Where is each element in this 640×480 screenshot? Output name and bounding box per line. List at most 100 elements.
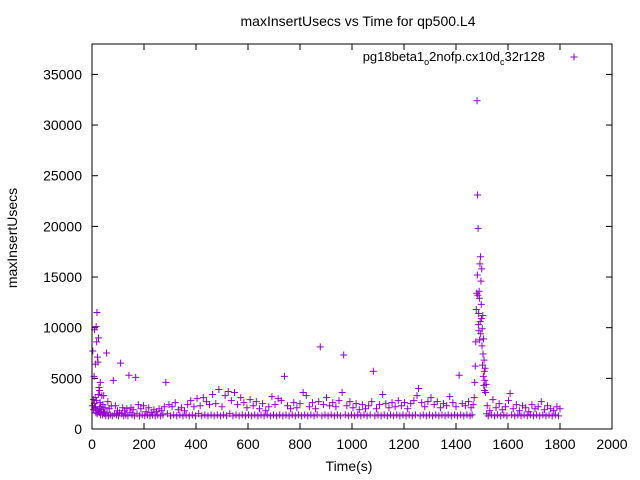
data-point <box>477 315 485 323</box>
data-point <box>402 412 410 420</box>
data-point <box>468 411 476 419</box>
data-point <box>279 412 287 420</box>
data-point <box>436 404 444 412</box>
data-point <box>125 371 133 379</box>
data-point <box>193 395 201 403</box>
data-point <box>167 412 175 420</box>
data-point <box>185 412 193 420</box>
data-point <box>421 403 429 411</box>
data-point <box>473 97 481 105</box>
data-point <box>368 398 376 406</box>
data-point <box>405 411 413 419</box>
data-point <box>260 412 268 420</box>
data-point <box>103 349 111 357</box>
legend-marker <box>570 53 578 61</box>
data-point <box>366 411 374 419</box>
data-point <box>490 412 498 420</box>
data-point <box>98 411 106 419</box>
data-point <box>202 398 210 406</box>
data-point <box>479 350 487 358</box>
y-tick-label: 25000 <box>43 168 82 184</box>
data-point <box>266 412 274 420</box>
data-point <box>377 412 385 420</box>
data-point <box>500 411 508 419</box>
data-point <box>341 411 349 419</box>
data-point <box>454 412 462 420</box>
data-point <box>474 224 482 232</box>
data-point <box>100 392 108 400</box>
data-point <box>365 402 373 410</box>
y-tick-label: 30000 <box>43 117 82 133</box>
data-point <box>276 411 284 419</box>
data-point <box>371 412 379 420</box>
data-point <box>379 391 387 399</box>
data-point <box>251 411 259 419</box>
legend-plus-marker <box>570 53 578 61</box>
x-tick-label: 1000 <box>336 436 367 452</box>
data-point <box>285 412 293 420</box>
data-point <box>265 403 273 411</box>
data-point <box>355 406 363 414</box>
legend-label: pg18beta1o2nofp.cx10dc32r128 <box>363 49 545 67</box>
data-point <box>294 411 302 419</box>
data-point <box>343 402 351 410</box>
data-point <box>438 411 446 419</box>
data-point <box>162 378 170 386</box>
y-tick-label: 10000 <box>43 320 82 336</box>
data-point <box>495 400 503 408</box>
data-point <box>196 402 204 410</box>
data-point <box>410 397 418 405</box>
data-point <box>394 397 402 405</box>
data-point <box>497 412 505 420</box>
data-points <box>89 97 564 420</box>
data-point <box>545 411 553 419</box>
data-point <box>511 412 519 420</box>
data-point <box>94 391 102 399</box>
data-point <box>526 411 534 419</box>
data-point <box>218 403 226 411</box>
data-point <box>540 406 548 414</box>
data-point <box>330 412 338 420</box>
data-point <box>380 411 388 419</box>
data-point <box>96 387 104 394</box>
data-point <box>101 404 109 412</box>
data-point <box>354 411 362 419</box>
data-point <box>182 411 190 419</box>
data-point <box>298 412 306 420</box>
data-point <box>487 411 495 419</box>
data-point <box>206 401 214 409</box>
data-point <box>352 400 360 408</box>
data-point <box>104 398 112 406</box>
data-point <box>259 400 267 408</box>
data-point <box>550 407 558 415</box>
data-point <box>240 399 248 407</box>
data-point <box>473 271 481 279</box>
data-point <box>221 392 229 400</box>
data-point <box>132 373 140 381</box>
data-point <box>382 400 390 408</box>
data-point <box>424 398 432 406</box>
data-point <box>230 389 238 397</box>
data-point <box>537 398 545 406</box>
data-point <box>92 397 100 405</box>
data-point <box>198 412 206 420</box>
data-point <box>340 351 348 359</box>
data-point <box>248 412 256 420</box>
data-point <box>158 407 166 415</box>
data-point <box>475 294 483 302</box>
data-point <box>469 401 477 409</box>
data-point <box>139 402 147 410</box>
data-point <box>514 411 522 419</box>
data-point <box>539 411 547 419</box>
data-point <box>232 411 240 419</box>
data-point <box>450 411 458 419</box>
x-tick-label: 200 <box>132 436 156 452</box>
data-point <box>443 402 451 410</box>
data-point <box>551 411 559 419</box>
data-point <box>515 407 523 415</box>
data-point <box>95 334 102 342</box>
data-point <box>91 404 99 412</box>
data-point <box>427 394 435 402</box>
data-point <box>494 411 502 419</box>
data-point <box>481 376 489 384</box>
